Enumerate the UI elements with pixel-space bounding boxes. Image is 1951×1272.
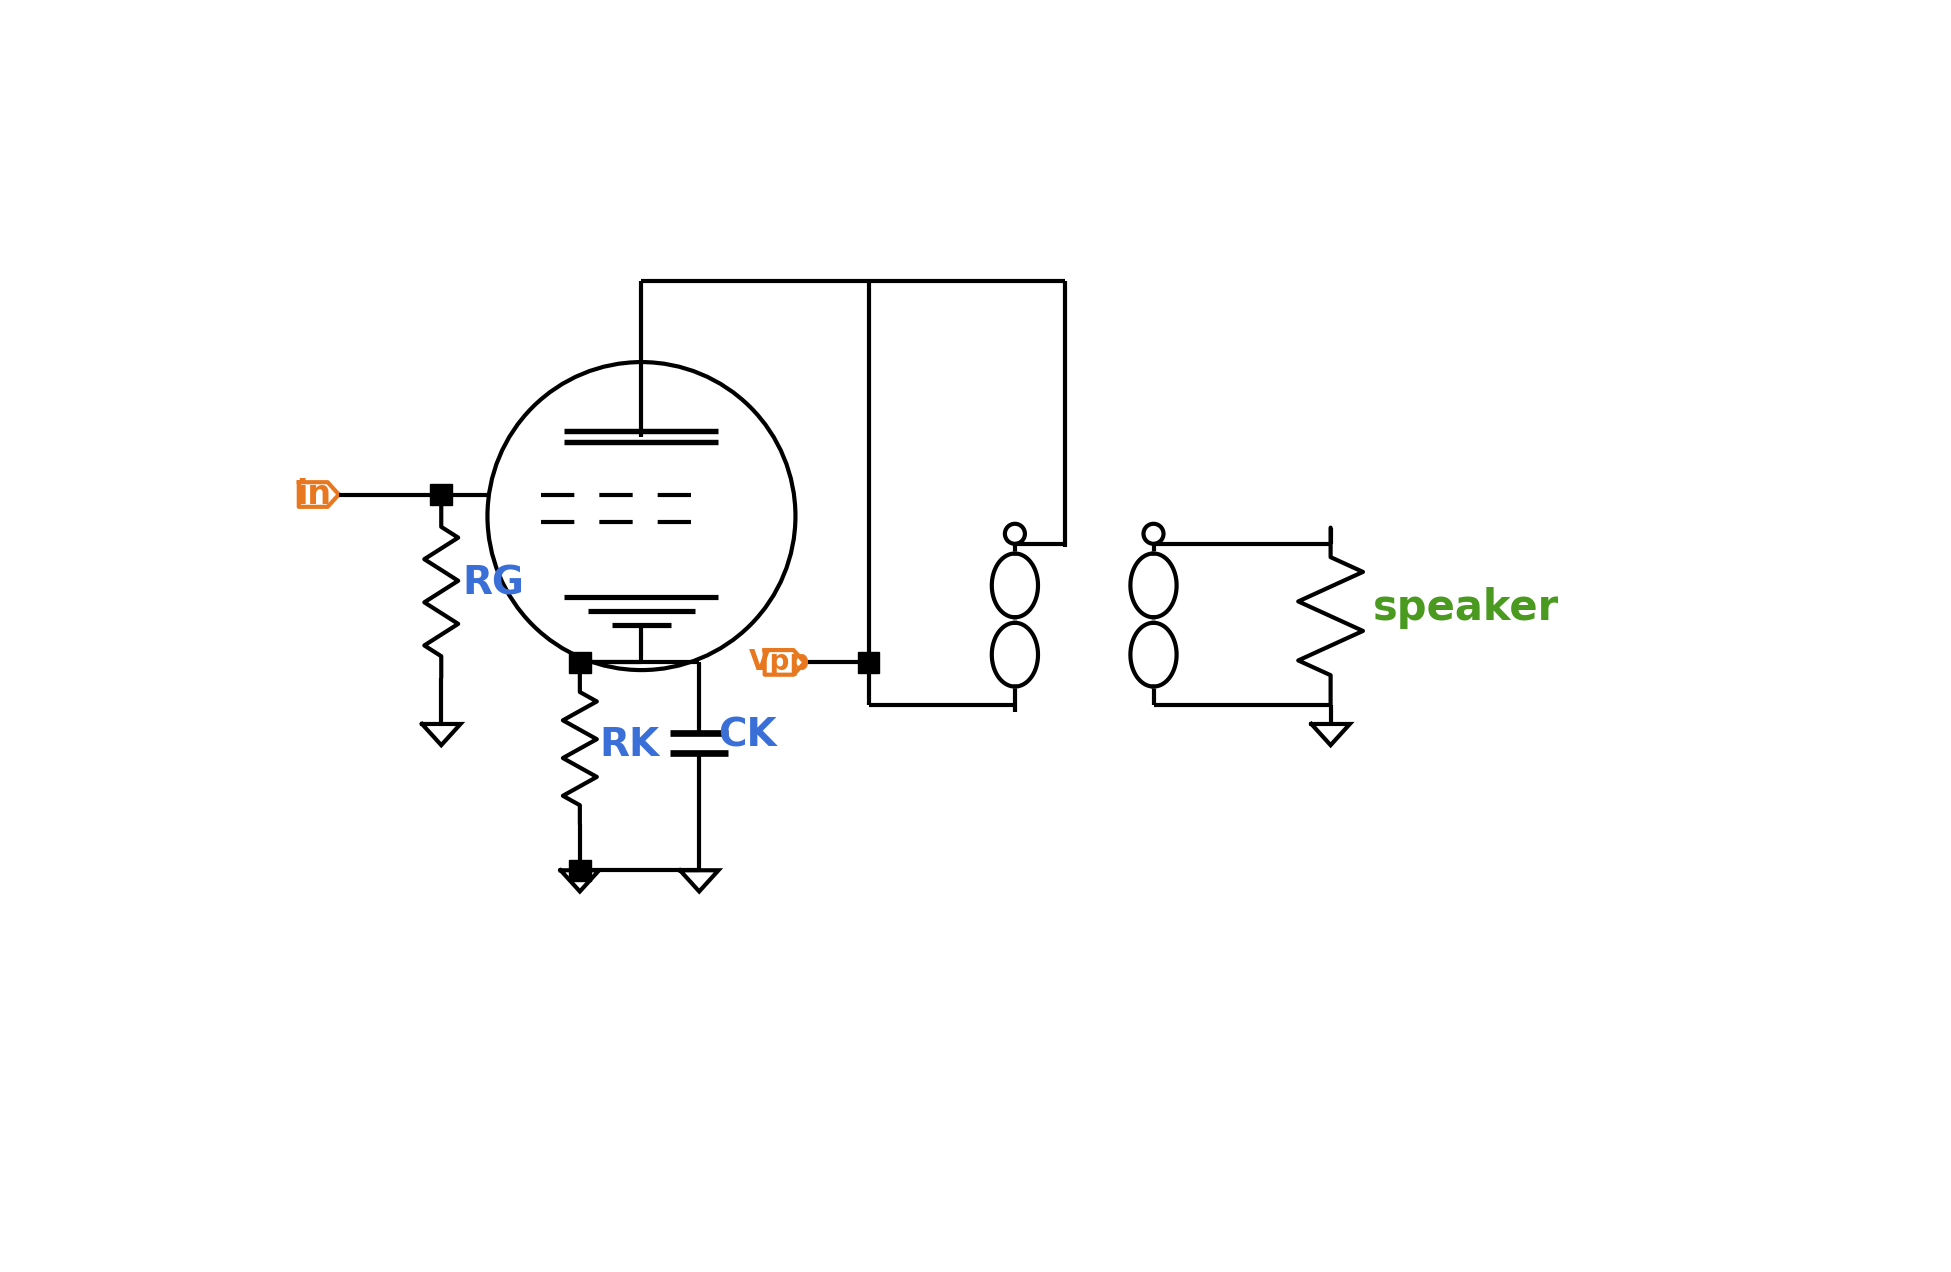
Text: in: in [297, 478, 332, 511]
Text: CK: CK [718, 716, 776, 754]
Text: RG: RG [462, 565, 525, 603]
Polygon shape [570, 860, 591, 881]
Text: Vpp: Vpp [749, 649, 810, 677]
Polygon shape [858, 651, 880, 673]
Polygon shape [570, 651, 591, 673]
Polygon shape [431, 483, 453, 505]
Text: RK: RK [599, 726, 659, 763]
Text: speaker: speaker [1374, 588, 1559, 630]
